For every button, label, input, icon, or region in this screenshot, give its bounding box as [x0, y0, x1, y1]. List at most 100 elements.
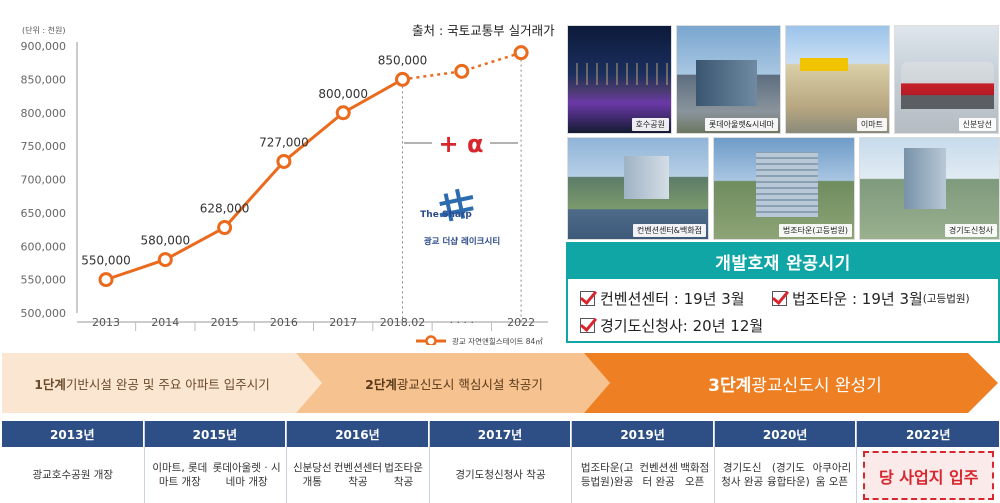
- legend-label: 광교 자연앤힐스테이트 84㎡: [452, 336, 543, 345]
- timeline-year: 2015년: [144, 421, 287, 447]
- timeline-event: 경기도청: [455, 469, 494, 481]
- schedule-item-label: 컨벤션센터 : 19년 3월: [600, 290, 745, 308]
- phase-1-label: 1단계 기반시설 완공 및 주요 아파트 입주시기: [34, 376, 270, 392]
- price-line-chart: (단위 : 천원) 900,000 850,000 800,000 750,000 70…: [21, 25, 548, 345]
- timeline-column: 2015년 이마트, 롯데마트 개장 롯데아울렛 · 시네마 개장: [144, 421, 288, 503]
- timeline-event: 법조타운 착공: [384, 462, 423, 488]
- timeline-event: 법조타운(고등법원)완공: [580, 462, 634, 488]
- timeline-year: 2016년: [287, 421, 429, 447]
- alpha-annotation: + α: [439, 130, 484, 158]
- checkbox-icon: [772, 291, 787, 306]
- timeline-year: 2022년: [857, 421, 1000, 447]
- schedule-title: 개발호재 완공시기: [568, 244, 998, 279]
- photo-caption: 신분당선: [958, 118, 996, 131]
- photo-caption: 컨벤션센터&백화점: [632, 224, 706, 237]
- x-tick-label: 2014: [151, 316, 179, 329]
- timeline-event: 백화점 오픈: [680, 462, 710, 488]
- phase-2-arrow: [296, 353, 610, 413]
- photo-convention-center: 컨벤션센터&백화점: [567, 137, 709, 240]
- x-tick-label: 2016: [270, 316, 298, 329]
- data-point: [276, 153, 292, 169]
- data-point-projected: [513, 45, 529, 61]
- x-tick-label: 2017: [329, 316, 357, 329]
- timeline-events: 이마트, 롯데마트 개장 롯데아울렛 · 시네마 개장: [145, 447, 287, 503]
- phase-arrows: [2, 353, 998, 413]
- timeline-column: 2019년 법조타운(고등법원)완공 컨벤션센터 완공 백화점 오픈: [572, 421, 715, 503]
- timeline-column: 2020년 경기도신청사 완공 (경기도 융합타운) 아쿠아리움 오픈: [714, 421, 858, 503]
- schedule-item-convention: 컨벤션센터 : 19년 3월: [580, 288, 745, 309]
- phase-3-label: 3단계 광교신도시 완성기: [708, 375, 882, 396]
- schedule-item-label: 법조타운 : 19년 3월: [792, 290, 923, 308]
- logo-caption: 광교 더샵 레이크시티: [424, 236, 500, 247]
- timeline-events: 경기도신청사 완공 (경기도 융합타운) 아쿠아리움 오픈: [715, 447, 857, 503]
- timeline-year: 2013년: [2, 421, 144, 447]
- development-schedule-box: 개발호재 완공시기 컨벤션센터 : 19년 3월 법조타운 : 19년 3월 (…: [566, 242, 1000, 343]
- timeline-event: 롯데아울렛 · 시네마 개장: [212, 462, 281, 488]
- timeline-event: 이마트, 롯데마트 개장: [152, 462, 208, 488]
- y-tick-label: 800,000: [21, 107, 67, 120]
- timeline-event: 컨벤션센터 완공: [639, 462, 678, 488]
- timeline-event: 컨벤션센터 착공: [333, 462, 383, 488]
- y-tick-label: 650,000: [21, 207, 67, 220]
- the-sharp-logo: The Sharp: [420, 188, 474, 222]
- photo-lake-park: 호수공원: [567, 25, 672, 134]
- move-in-highlight: 당 사업지 입주: [863, 451, 994, 500]
- y-tick-label: 900,000: [21, 40, 67, 53]
- schedule-item-court: 법조타운 : 19년 3월 (고등법원): [772, 288, 970, 309]
- y-tick-label: 700,000: [21, 174, 67, 187]
- checkbox-icon: [580, 291, 595, 306]
- x-tick-label: 2018.02: [380, 316, 426, 329]
- schedule-item-label: 경기도신청사: 20년 12월: [600, 317, 764, 335]
- timeline-events: 경기도청 신청사 착공: [430, 447, 572, 503]
- photo-sinbundang-line: 신분당선: [894, 25, 999, 134]
- data-label: 550,000: [81, 254, 131, 268]
- timeline-events: 광교호수공원 개장: [2, 447, 144, 503]
- timeline-column: 2016년 신분당선 개통 컨벤션센터 착공 법조타운 착공: [287, 421, 430, 503]
- timeline-year: 2020년: [714, 421, 857, 447]
- y-tick-label: 500,000: [21, 307, 67, 320]
- series-line-actual: [105, 78, 404, 282]
- data-label: 850,000: [378, 53, 428, 67]
- photo-caption: 호수공원: [631, 118, 669, 131]
- y-tick-label: 600,000: [21, 240, 67, 253]
- logo-text: The Sharp: [420, 210, 472, 220]
- photo-court-town: 법조타운(고등법원): [713, 137, 855, 240]
- x-tick-label: 2022: [507, 316, 535, 329]
- y-tick-label: 550,000: [21, 274, 67, 287]
- schedule-item-note: (고등법원): [922, 293, 970, 305]
- schedule-item-province-office: 경기도신청사: 20년 12월: [580, 315, 763, 336]
- x-tick-label: · · · ·: [450, 316, 474, 329]
- photo-emart: 이마트: [785, 25, 890, 134]
- data-point: [395, 71, 410, 87]
- data-point: [98, 272, 114, 288]
- timeline-column: 2017년 경기도청 신청사 착공: [429, 421, 573, 503]
- data-label: 727,000: [259, 135, 309, 149]
- timeline-events: 법조타운(고등법원)완공 컨벤션센터 완공 백화점 오픈: [572, 447, 714, 503]
- photo-lotte-outlet: 롯데아울렛&시네마: [676, 25, 781, 134]
- phase-1-arrow: [2, 353, 322, 413]
- y-tick-label: 850,000: [21, 73, 67, 86]
- unit-label: (단위 : 천원): [22, 25, 65, 35]
- timeline-year: 2017년: [429, 421, 572, 447]
- timeline-column: 2013년 광교호수공원 개장: [2, 421, 145, 503]
- photo-caption: 롯데아울렛&시네마: [704, 118, 778, 131]
- data-point: [217, 220, 233, 236]
- data-label: 580,000: [140, 234, 190, 248]
- timeline-event: 신청사 착공: [493, 469, 546, 481]
- timeline-event: (경기도 융합타운): [767, 462, 810, 488]
- phase-2-label: 2단계 광교신도시 핵심시설 착공기: [365, 376, 543, 392]
- data-point: [157, 252, 173, 268]
- x-tick-label: 2015: [211, 316, 239, 329]
- data-point: [335, 105, 351, 121]
- photo-caption: 경기도신청사: [944, 224, 997, 237]
- data-label: 628,000: [200, 202, 250, 216]
- source-note: 출처 : 국토교통부 실거래가: [412, 23, 555, 38]
- photo-caption: 법조타운(고등법원): [778, 224, 852, 237]
- legend: 광교 자연앤힐스테이트 84㎡: [416, 335, 543, 345]
- timeline-events: 신분당선 개통 컨벤션센터 착공 법조타운 착공: [287, 447, 429, 503]
- checkbox-icon: [580, 318, 595, 333]
- data-point-projected: [454, 63, 470, 79]
- x-tick-label: 2013: [92, 316, 120, 329]
- timeline-event: 경기도신청사 완공: [721, 462, 764, 488]
